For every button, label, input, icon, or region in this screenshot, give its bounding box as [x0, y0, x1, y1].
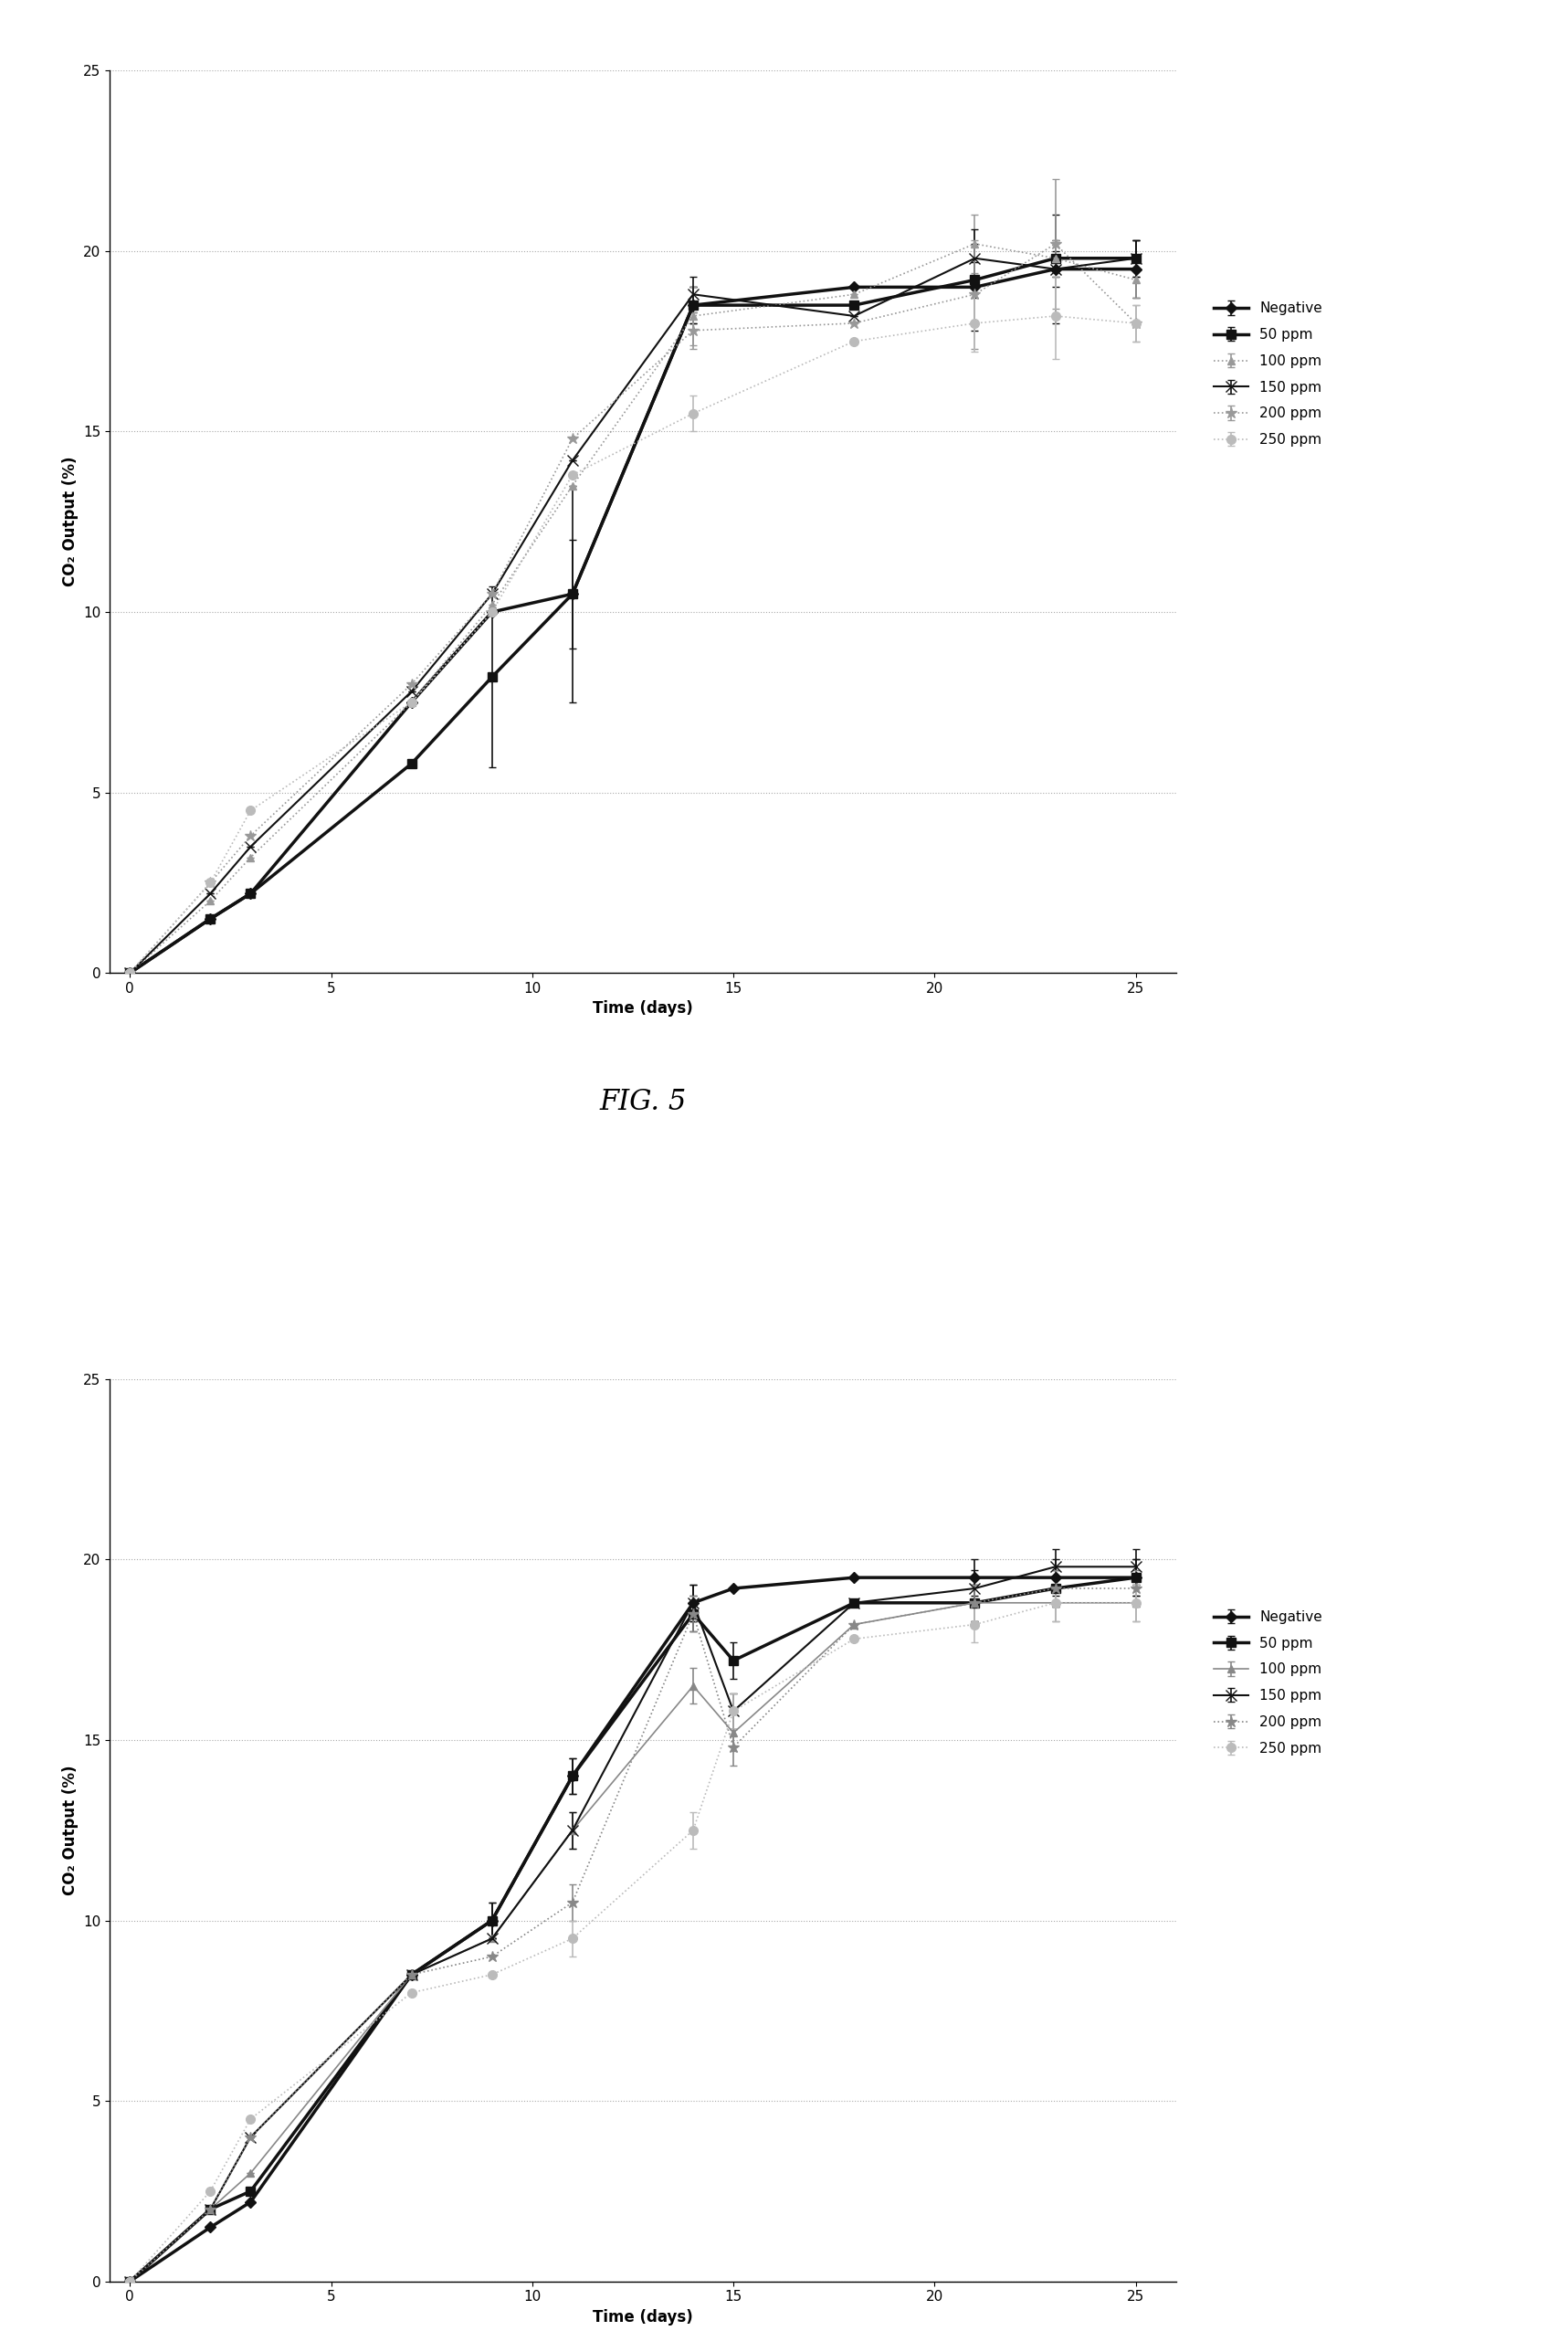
- X-axis label: Time (days): Time (days): [593, 1000, 693, 1016]
- Legend: Negative, 50 ppm, 100 ppm, 150 ppm, 200 ppm, 250 ppm: Negative, 50 ppm, 100 ppm, 150 ppm, 200 …: [1207, 1604, 1328, 1762]
- Text: FIG. 5: FIG. 5: [599, 1089, 687, 1117]
- Y-axis label: CO₂ Output (%): CO₂ Output (%): [61, 456, 78, 588]
- Y-axis label: CO₂ Output (%): CO₂ Output (%): [61, 1764, 78, 1896]
- Legend: Negative, 50 ppm, 100 ppm, 150 ppm, 200 ppm, 250 ppm: Negative, 50 ppm, 100 ppm, 150 ppm, 200 …: [1207, 296, 1328, 452]
- X-axis label: Time (days): Time (days): [593, 2310, 693, 2326]
